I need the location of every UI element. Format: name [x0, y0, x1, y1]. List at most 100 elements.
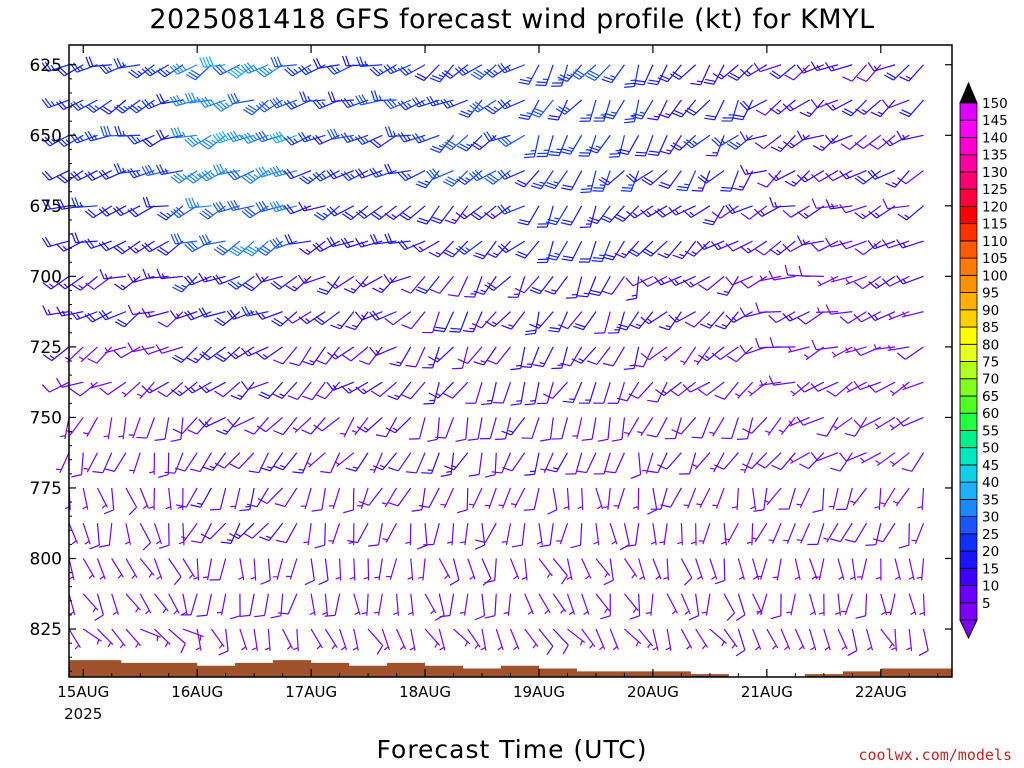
wind-barb [825, 99, 853, 111]
wind-barb [720, 523, 727, 546]
colorbar-label: 25 [982, 527, 999, 543]
wind-barb [41, 236, 70, 248]
wind-barb [196, 593, 213, 617]
wind-barb [595, 628, 606, 651]
wind-barb [739, 99, 768, 111]
wind-barb [297, 274, 326, 285]
wind-barb [242, 275, 269, 292]
wind-barb [633, 64, 654, 86]
wind-barb [732, 487, 739, 510]
wind-barb [524, 452, 540, 476]
wind-barb [84, 311, 113, 323]
wind-barb [712, 64, 739, 80]
wind-barb [899, 99, 924, 118]
wind-barb [566, 593, 576, 616]
wind-barb [433, 311, 455, 333]
wind-barb [484, 558, 497, 584]
wind-barb [579, 205, 597, 228]
colorbar-segment [959, 447, 978, 466]
wind-barb [737, 558, 745, 580]
wind-barb [113, 99, 141, 114]
wind-barb [428, 381, 454, 399]
wind-barb [153, 558, 163, 580]
wind-barb [782, 99, 810, 112]
wind-barb [844, 522, 868, 543]
wind-barb [875, 558, 882, 581]
wind-barb [214, 346, 241, 363]
y-tick-label: 725 [30, 338, 62, 358]
wind-barb [536, 205, 554, 228]
wind-barb [298, 201, 326, 212]
credit-text: coolwx.com/models [858, 746, 1012, 764]
wind-barb [170, 127, 198, 139]
wind-barb [625, 275, 654, 287]
wind-barb [881, 239, 910, 249]
wind-barb [714, 381, 739, 400]
wind-barb [495, 628, 504, 651]
x-tick-label: 17AUG [285, 683, 337, 701]
wind-barb [897, 170, 924, 185]
colorbar-segment [959, 137, 978, 156]
wind-barb [783, 134, 810, 149]
wind-barb [328, 487, 341, 510]
x-tick-label: 22AUG [855, 683, 907, 701]
wind-barb [540, 417, 554, 442]
wind-barb [492, 381, 512, 404]
wind-barb [141, 64, 169, 77]
wind-barb [469, 169, 497, 182]
wind-barb [244, 417, 269, 435]
wind-barb [581, 417, 597, 441]
wind-barb [270, 275, 298, 290]
wind-barb [754, 134, 782, 150]
wind-barb [824, 62, 853, 72]
wind-barb [629, 311, 654, 330]
wind-barb [358, 487, 383, 506]
wind-barb [429, 275, 454, 294]
colorbar-segment [959, 602, 978, 621]
wind-barb [882, 275, 910, 287]
wind-barb [141, 164, 169, 177]
wind-barb [328, 523, 341, 545]
colorbar-segment [959, 257, 978, 276]
wind-barb [755, 240, 782, 256]
wind-barb [345, 452, 369, 472]
wind-barb [125, 558, 138, 580]
wind-barb [798, 265, 824, 277]
wind-barb [611, 417, 626, 442]
wind-barb [260, 558, 271, 585]
wind-barb [756, 558, 768, 580]
colorbar-label: 125 [982, 182, 1008, 198]
x-tick-label: 15AUG [57, 683, 109, 701]
wind-barb [459, 593, 469, 616]
wind-barb [578, 381, 597, 404]
wind-barb [521, 558, 528, 581]
wind-barb [96, 487, 109, 509]
wind-barb [90, 381, 112, 389]
colorbar-label: 40 [982, 475, 999, 491]
wind-barb [103, 417, 113, 440]
wind-barb [368, 523, 383, 547]
wind-barb [691, 417, 711, 439]
colorbar-label: 110 [982, 234, 1008, 250]
colorbar-label: 145 [982, 113, 1008, 129]
wind-barb [343, 487, 355, 514]
wind-barb [867, 381, 896, 393]
wind-barb [797, 311, 825, 325]
wind-barb [893, 487, 910, 507]
colorbar-segment [959, 464, 978, 483]
wind-barb [168, 558, 182, 586]
wind-barb [867, 311, 896, 322]
wind-barb [683, 134, 711, 149]
wind-barb [796, 170, 825, 183]
wind-barb [282, 628, 294, 650]
wind-barb [629, 593, 641, 620]
wind-barb [723, 628, 738, 649]
wind-barb [226, 309, 255, 320]
wind-barb [139, 522, 152, 551]
wind-barb [624, 628, 642, 647]
colorbar-label: 100 [982, 268, 1008, 284]
wind-barb [464, 276, 483, 298]
colorbar-label: 130 [982, 165, 1008, 181]
wind-barb [342, 55, 369, 67]
wind-barb [880, 593, 888, 616]
